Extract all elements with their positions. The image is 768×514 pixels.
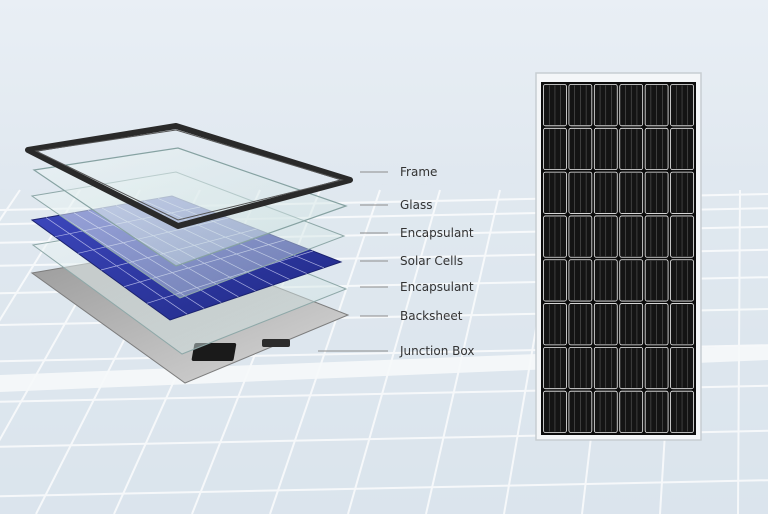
- exploded-layers: [25, 123, 353, 384]
- layer-label-3: Solar Cells: [400, 254, 463, 268]
- layer-label-4: Encapsulant: [400, 280, 474, 294]
- layer-label-5: Backsheet: [400, 309, 463, 323]
- layer-label-1: Glass: [400, 198, 433, 212]
- layer-label-0: Frame: [400, 165, 437, 179]
- panel-cell-area: [541, 82, 696, 435]
- layer-label-6: Junction Box: [399, 344, 474, 358]
- layer-labels: Frame Glass Encapsulant Solar Cells Encapsul…: [318, 165, 474, 358]
- junction-box: [191, 339, 290, 361]
- frame-layer: [25, 123, 353, 229]
- glass-layer: [32, 147, 348, 267]
- layer-label-2: Encapsulant: [400, 226, 474, 240]
- finished-solar-panel: [535, 72, 702, 441]
